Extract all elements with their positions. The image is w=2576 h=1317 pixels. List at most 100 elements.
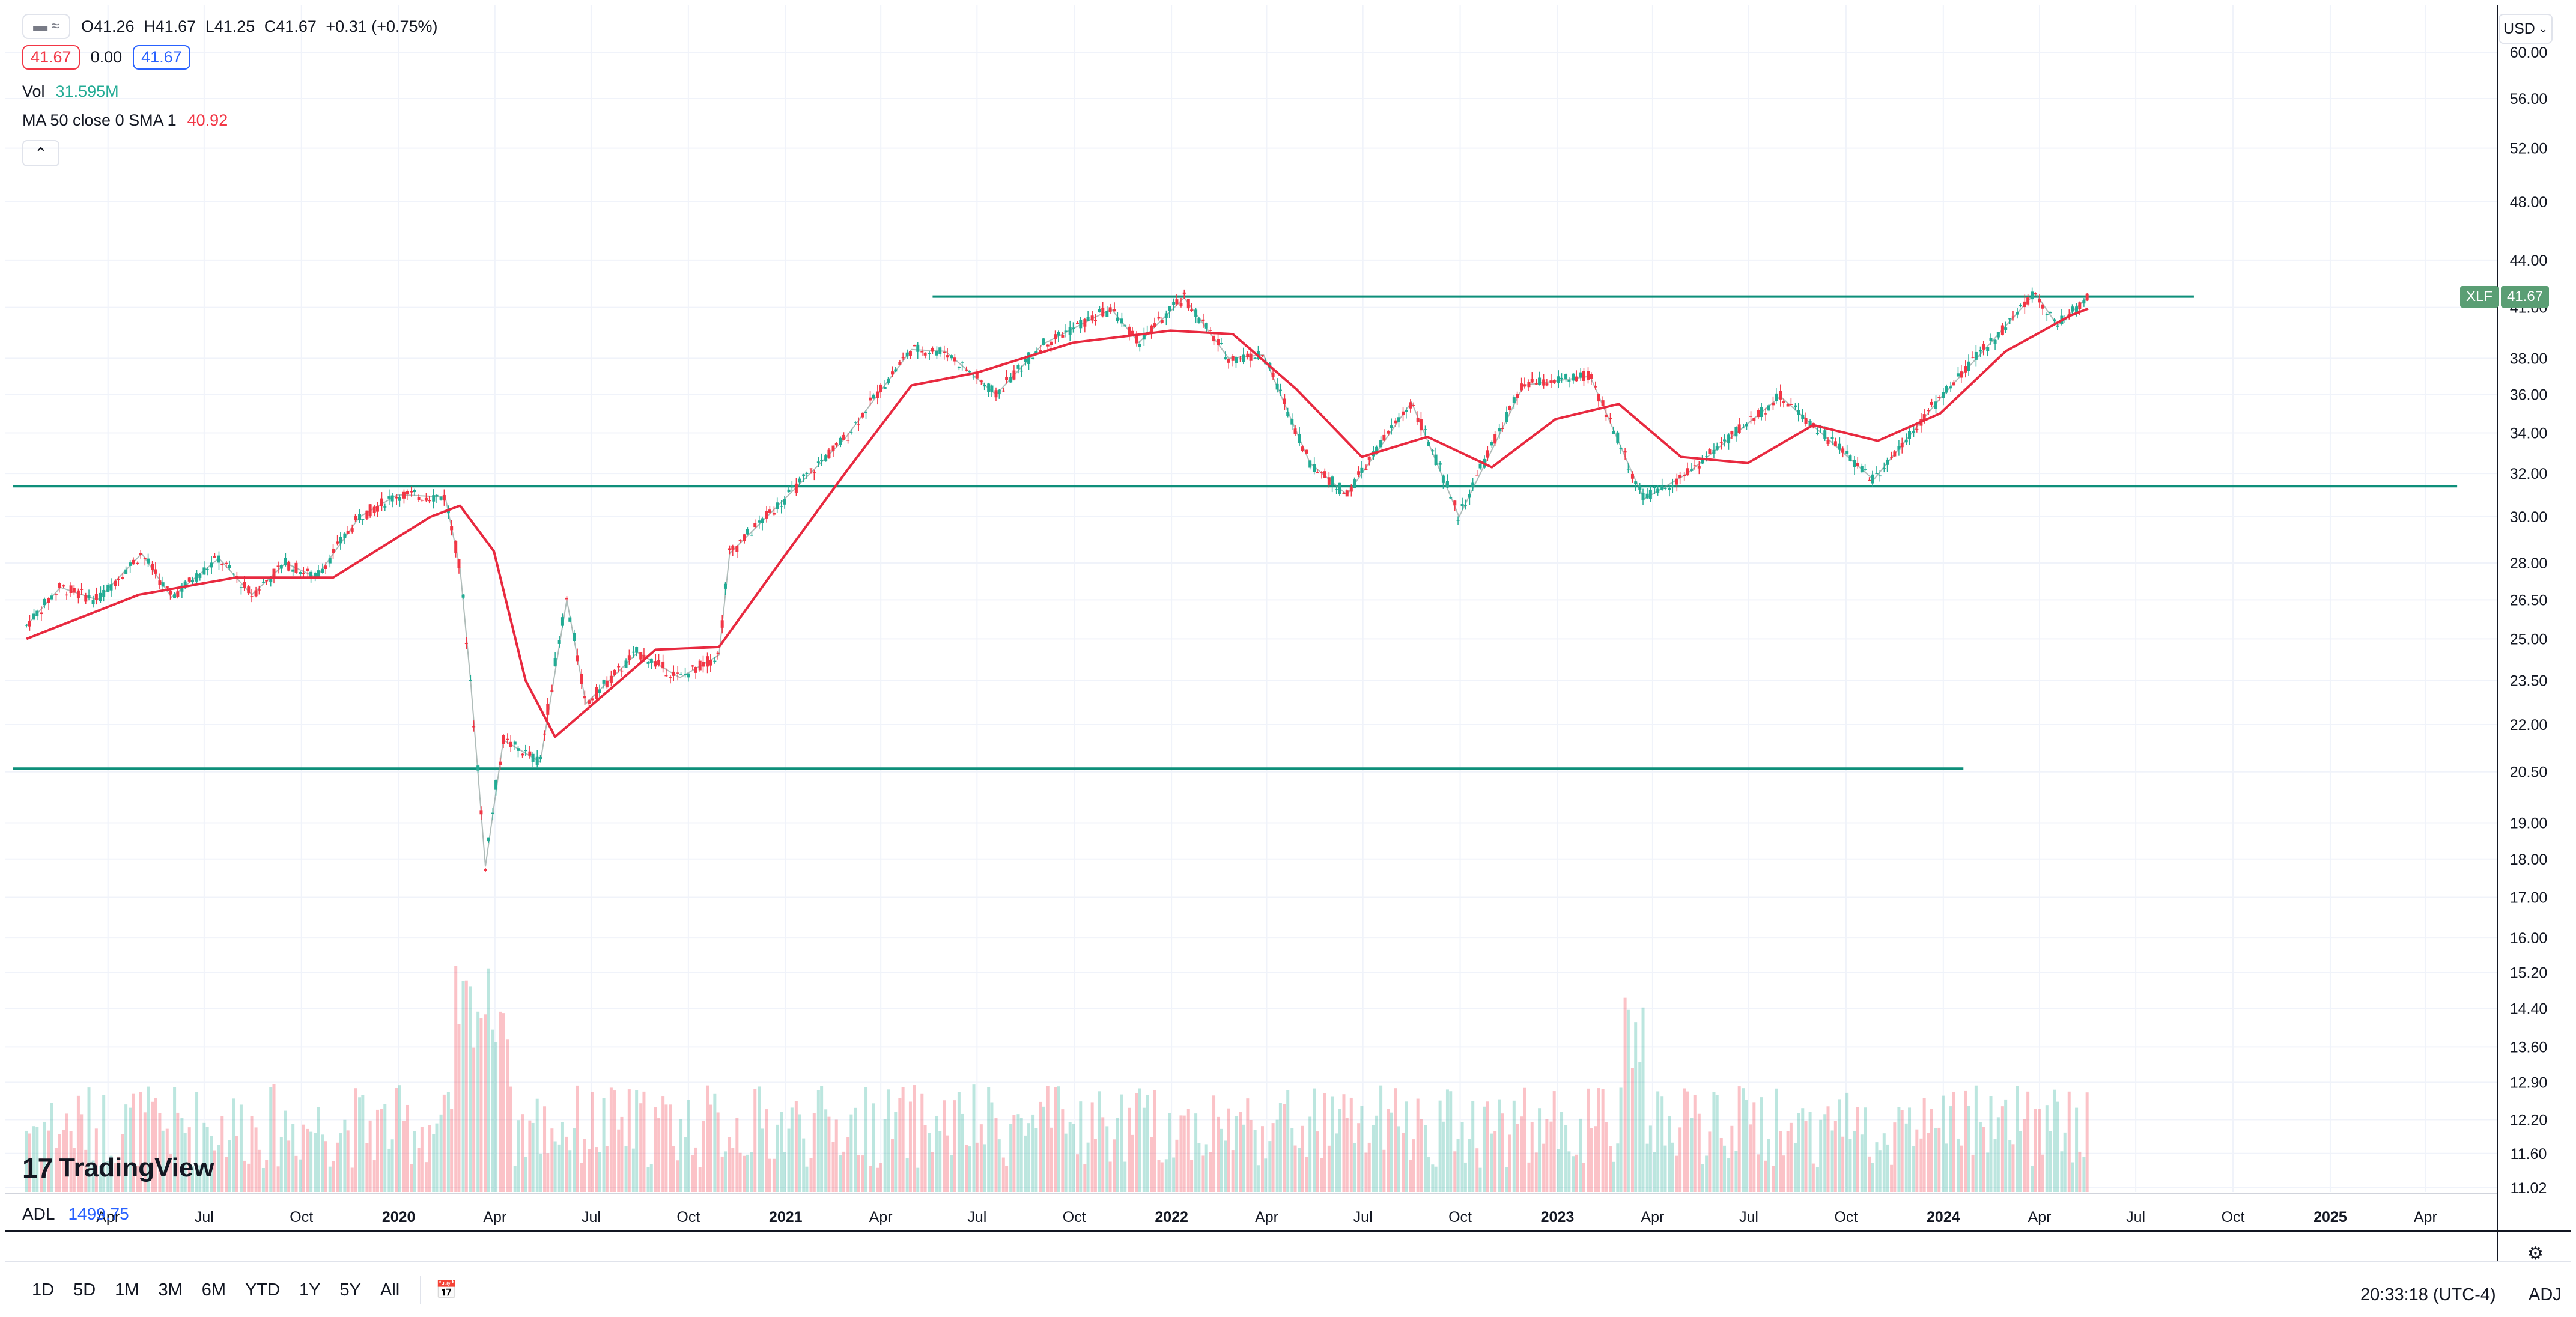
x-tick-label: 2025 bbox=[2313, 1209, 2347, 1226]
candle-body bbox=[517, 748, 520, 751]
volume-bar bbox=[1227, 1108, 1230, 1192]
volume-bar bbox=[1135, 1093, 1138, 1192]
volume-bar bbox=[1930, 1109, 1933, 1192]
volume-bar bbox=[812, 1113, 816, 1192]
candle-body bbox=[1402, 411, 1405, 416]
candle-body bbox=[380, 498, 384, 506]
volume-bar bbox=[1786, 1131, 1790, 1192]
timeframe-1d[interactable]: 1D bbox=[32, 1280, 55, 1300]
candle-body bbox=[1024, 358, 1027, 363]
volume-layer bbox=[25, 966, 2089, 1192]
volume-bar bbox=[1782, 1155, 1785, 1192]
timeframe-3m[interactable]: 3M bbox=[158, 1280, 183, 1300]
candle-body bbox=[1742, 427, 1745, 429]
candle-body bbox=[254, 590, 258, 597]
candle-body bbox=[1190, 309, 1194, 311]
candle-body bbox=[151, 564, 154, 570]
timeframe-all[interactable]: All bbox=[380, 1280, 400, 1300]
candle-body bbox=[1242, 354, 1245, 362]
gear-icon[interactable]: ⚙ bbox=[2527, 1244, 2544, 1264]
volume-bar bbox=[1678, 1127, 1682, 1192]
x-tick-label: Oct bbox=[1448, 1209, 1472, 1226]
hline-layer bbox=[13, 295, 2458, 770]
candle-body bbox=[1523, 384, 1526, 387]
volume-bar bbox=[1775, 1088, 1778, 1192]
candle-body bbox=[573, 633, 576, 641]
ma-layer bbox=[26, 307, 2089, 738]
timeframe-1y[interactable]: 1Y bbox=[299, 1280, 321, 1300]
volume-bar bbox=[2019, 1131, 2022, 1192]
timeframe-6m[interactable]: 6M bbox=[201, 1280, 226, 1300]
candle-body bbox=[1508, 406, 1511, 410]
candle-body bbox=[1626, 469, 1630, 470]
volume-legend[interactable]: Vol 31.595M bbox=[22, 82, 119, 101]
candle-body bbox=[2026, 297, 2030, 305]
x-tick-label: 2021 bbox=[769, 1209, 803, 1226]
candle-body bbox=[560, 617, 564, 626]
tradingview-logo[interactable]: 17 TradingView bbox=[22, 1152, 214, 1184]
candle-body bbox=[1283, 398, 1286, 404]
candle-body bbox=[824, 455, 828, 461]
ask-price[interactable]: 41.67 bbox=[133, 45, 190, 70]
volume-bar bbox=[1057, 1086, 1060, 1192]
adj-toggle[interactable]: ADJ bbox=[2529, 1285, 2562, 1304]
candle-body bbox=[1912, 431, 1916, 434]
volume-bar bbox=[602, 1098, 606, 1192]
volume-bar bbox=[834, 1119, 838, 1192]
candle-body bbox=[1538, 377, 1542, 385]
ma-legend[interactable]: MA 50 close 0 SMA 1 40.92 bbox=[22, 111, 228, 130]
candle-body bbox=[842, 434, 846, 440]
volume-bar bbox=[1076, 1154, 1080, 1192]
clock[interactable]: 20:33:18 (UTC-4) bbox=[2360, 1285, 2496, 1304]
candle-body bbox=[1227, 358, 1230, 363]
timeframe-1m[interactable]: 1M bbox=[115, 1280, 139, 1300]
volume-bar bbox=[1394, 1088, 1397, 1192]
volume-bar bbox=[306, 1128, 309, 1192]
candle-body bbox=[1278, 389, 1282, 391]
candle-body bbox=[831, 445, 835, 451]
candle-body bbox=[158, 580, 162, 585]
timeframe-5d[interactable]: 5D bbox=[73, 1280, 96, 1300]
candle-body bbox=[1431, 450, 1435, 452]
chevron-up-icon[interactable]: ⌃ bbox=[22, 140, 59, 166]
candle-body bbox=[1090, 315, 1094, 321]
volume-bar bbox=[387, 1148, 391, 1192]
volume-bar bbox=[609, 1087, 613, 1192]
volume-bar bbox=[2008, 1140, 2012, 1192]
candle-body bbox=[1453, 500, 1457, 506]
volume-bar bbox=[2000, 1106, 2004, 1192]
volume-bar bbox=[1242, 1124, 1245, 1192]
candle-body bbox=[2000, 325, 2004, 335]
symbol-dash-icon[interactable]: ▬ ≈ bbox=[22, 14, 70, 39]
volume-bar bbox=[324, 1141, 327, 1192]
volume-bar bbox=[1375, 1115, 1379, 1192]
volume-bar bbox=[1815, 1167, 1819, 1192]
volume-bar bbox=[180, 1118, 184, 1192]
bid-price[interactable]: 41.67 bbox=[22, 45, 80, 70]
candle-body bbox=[1552, 379, 1556, 383]
volume-bar bbox=[1046, 1086, 1050, 1192]
timeframe-ytd[interactable]: YTD bbox=[245, 1280, 281, 1300]
volume-bar bbox=[50, 1103, 53, 1192]
volume-bar bbox=[1131, 1134, 1134, 1192]
adl-legend[interactable]: ADL 1499.75 bbox=[22, 1205, 129, 1224]
y-tick-label: 20.50 bbox=[2510, 764, 2548, 781]
candle-body bbox=[1752, 418, 1756, 421]
chart-plot[interactable]: 60.0056.0052.0048.0044.0041.0038.0036.00… bbox=[5, 5, 2571, 1312]
candle-body bbox=[609, 675, 613, 683]
candle-body bbox=[1175, 299, 1179, 305]
volume-bar bbox=[1150, 1137, 1153, 1192]
candle-body bbox=[1298, 434, 1301, 443]
volume-bar bbox=[776, 1124, 779, 1192]
volume-bar bbox=[1471, 1101, 1475, 1192]
timeframe-5y[interactable]: 5Y bbox=[339, 1280, 362, 1300]
currency-selector[interactable]: USD ⌄ bbox=[2499, 14, 2553, 44]
candle-body bbox=[928, 353, 931, 354]
volume-bar bbox=[1423, 1125, 1427, 1192]
candle-body bbox=[1249, 353, 1253, 361]
volume-bar bbox=[598, 1152, 601, 1192]
volume-bar bbox=[787, 1128, 791, 1192]
volume-bar bbox=[1108, 1161, 1112, 1192]
volume-bar bbox=[827, 1116, 831, 1192]
calendar-range-icon[interactable]: 📅 bbox=[420, 1276, 466, 1304]
